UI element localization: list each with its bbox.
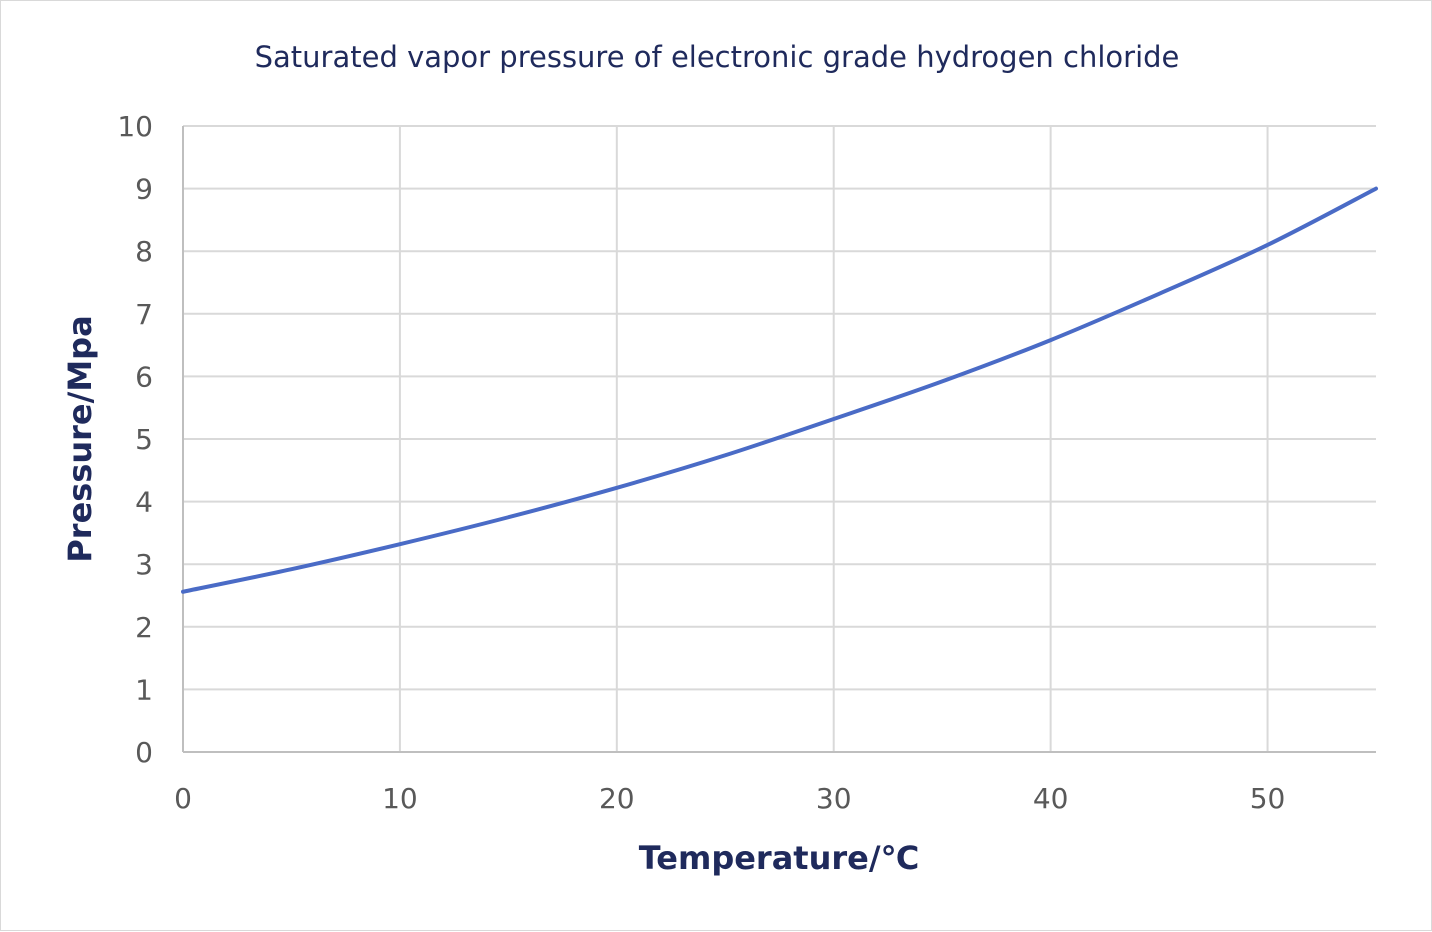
x-tick-label-3: 30 (816, 782, 852, 815)
y-tick-label-8: 8 (135, 235, 153, 268)
y-tick-label-4: 4 (135, 486, 153, 519)
x-tick-label-2: 20 (599, 782, 635, 815)
series-layer (181, 186, 1378, 594)
axes (182, 126, 1376, 753)
x-tick-label-4: 40 (1033, 782, 1069, 815)
y-tick-label-5: 5 (135, 423, 153, 456)
series-line-0 (181, 186, 1378, 594)
y-tick-label-7: 7 (135, 298, 153, 331)
chart-title: Saturated vapor pressure of electronic g… (255, 40, 1180, 74)
y-tick-label-3: 3 (135, 548, 153, 581)
y-tick-label-1: 1 (135, 673, 153, 706)
y-tick-label-6: 6 (135, 360, 153, 393)
x-tick-label-1: 10 (382, 782, 418, 815)
x-tick-label-5: 50 (1250, 782, 1286, 815)
y-tick-label-9: 9 (135, 173, 153, 206)
x-tick-labels: 0 10 20 30 40 50 (174, 782, 1285, 815)
y-tick-label-2: 2 (135, 611, 153, 644)
y-tick-label-10: 10 (117, 110, 153, 143)
y-tick-label-0: 0 (135, 736, 153, 769)
y-axis-label: Pressure/Mpa (61, 315, 99, 562)
x-axis-label: Temperature/℃ (639, 839, 920, 877)
y-tick-labels: 0 1 2 3 4 5 6 7 8 9 10 (117, 110, 153, 769)
x-tick-label-0: 0 (174, 782, 192, 815)
